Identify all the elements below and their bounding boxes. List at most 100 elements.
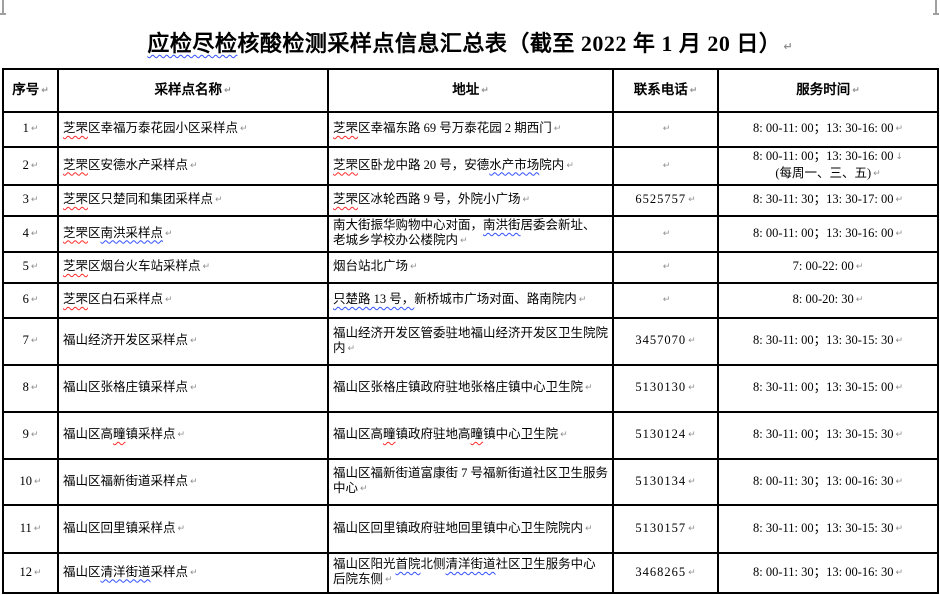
table-row: 4 ↵ 芝罘区南洪采样点 ↵ 南大街振华购物中心对面，南洪街居委会新址、老城乡学校办公楼… bbox=[2, 215, 939, 253]
paragraph-mark: ↵ bbox=[783, 40, 793, 53]
paragraph-mark: ↵ bbox=[30, 160, 39, 171]
cell-site-name: 福山区张格庄镇采样点 ↵ bbox=[57, 364, 329, 413]
cell-address: 福山经济开发区管委驻地福山经济开发区卫生院院内 ↵ bbox=[327, 317, 614, 366]
document-title: 应检尽检核酸检测采样点信息汇总表（截至 2022 年 1 月 20 日） ↵ bbox=[0, 26, 940, 58]
text-segment-blue-squiggle: 清洋街道 bbox=[100, 564, 151, 579]
line-break-mark: ↓ bbox=[895, 152, 904, 162]
text-boundary-corner-topleft bbox=[2, 0, 4, 14]
text-segment: 采样点 bbox=[150, 564, 189, 579]
cell-phone: 5130134 ↵ bbox=[612, 458, 719, 506]
paragraph-mark: ↵ bbox=[852, 85, 860, 96]
text-segment: 福山区阳光 bbox=[333, 557, 396, 571]
paragraph-mark: ↵ bbox=[190, 476, 198, 487]
cell-service-time: 8: 00-11: 30；13: 00-16: 30 ↵ bbox=[717, 458, 939, 506]
text-segment: 南大街振华购物中心对面， bbox=[333, 218, 484, 232]
paragraph-mark: ↵ bbox=[360, 484, 368, 494]
paragraph-mark: ↵ bbox=[202, 262, 211, 272]
paragraph-mark: ↵ bbox=[662, 295, 671, 305]
column-header-phone: 联系电话 ↵ bbox=[612, 68, 719, 113]
table-row: 6 ↵ 芝罘区白石采样点 ↵ 只楚路 13 号，新桥城市广场对面、路南院内 ↵ ↵ 8: 00… bbox=[2, 282, 939, 319]
paragraph-mark: ↵ bbox=[895, 228, 904, 239]
cell-site-name: 福山经济开发区采样点 ↵ bbox=[57, 317, 329, 366]
paragraph-mark: ↵ bbox=[522, 195, 531, 205]
paragraph-mark: ↵ bbox=[585, 383, 593, 393]
text-segment: 福山经济开发区管委驻地福山经济开发区卫生院院内 bbox=[333, 325, 609, 355]
paragraph-mark: ↵ bbox=[460, 236, 468, 246]
text-segment: 核酸检测采样点信息汇总表（截至 2022 年 1 月 20 日） bbox=[237, 31, 782, 56]
cell-site-name: 福山区高疃镇采样点 ↵ bbox=[57, 411, 329, 460]
paragraph-mark: ↵ bbox=[177, 523, 186, 534]
cell-service-time: 8: 00-11: 00；13: 30-16: 00 ↵ bbox=[717, 215, 939, 253]
cell-serial: 8 ↵ bbox=[2, 364, 59, 413]
cell-service-time: 8: 30-11: 00；13: 30-15: 30 ↵ bbox=[717, 411, 939, 460]
cell-service-time: 8: 30-11: 00；13: 30-15: 30 ↵ bbox=[717, 317, 939, 366]
paragraph-mark: ↵ bbox=[895, 124, 904, 134]
cell-site-name: 芝罘区南洪采样点 ↵ bbox=[57, 215, 329, 253]
cell-serial: 3 ↵ bbox=[2, 184, 59, 217]
cell-address: 芝罘区卧龙中路 20 号，安德水产市场院内 ↵ bbox=[327, 146, 614, 186]
text-segment: 区幸福万泰花园小区采样点 bbox=[88, 121, 239, 135]
paragraph-mark: ↵ bbox=[895, 567, 904, 578]
cell-site-name: 福山区回里镇采样点 ↵ bbox=[57, 504, 329, 554]
cell-service-time: 8: 30-11: 00；13: 30-15: 30 ↵ bbox=[717, 504, 939, 554]
text-segment: 镇政府驻地高 bbox=[395, 427, 471, 441]
table-row: 5 ↵ 芝罘区烟台火车站采样点 ↵ 烟台站北广场 ↵ ↵ 7: 00-22: 00 ↵ bbox=[2, 251, 939, 284]
paragraph-mark: ↵ bbox=[662, 124, 671, 134]
cell-serial: 7 ↵ bbox=[2, 317, 59, 366]
cell-phone: ↵ bbox=[612, 215, 719, 253]
paragraph-mark: ↵ bbox=[190, 383, 198, 393]
paragraph-mark: ↵ bbox=[41, 85, 49, 96]
paragraph-mark: ↵ bbox=[30, 336, 39, 346]
table-row: 7 ↵ 福山经济开发区采样点 ↵ 福山经济开发区管委驻地福山经济开发区卫生院院内 ↵ 345… bbox=[2, 317, 939, 366]
paragraph-mark: ↵ bbox=[688, 195, 696, 205]
cell-phone: 6525757 ↵ bbox=[612, 184, 719, 217]
text-segment-blue-squiggle: 首院 bbox=[395, 557, 421, 571]
paragraph-mark: ↵ bbox=[688, 567, 696, 578]
cell-address: 南大街振华购物中心对面，南洪街居委会新址、老城乡学校办公楼院内 ↵ bbox=[327, 215, 614, 253]
paragraph-mark: ↵ bbox=[895, 430, 904, 440]
text-segment-red-squiggle: 芝罘 bbox=[63, 157, 89, 172]
table-row: 10 ↵ 福山区福新街道采样点 ↵ 福山区福新街道富康街 7 号福新街道社区卫生服务中心… bbox=[2, 458, 939, 506]
table-row: 9 ↵ 福山区高疃镇采样点 ↵ 福山区高疃镇政府驻地高疃镇中心卫生院 ↵ 5130124 ↵ 8… bbox=[2, 411, 939, 460]
cell-site-name: 芝罘区幸福万泰花园小区采样点 ↵ bbox=[57, 111, 329, 148]
text-segment-red-squiggle: 芝罘 bbox=[333, 192, 359, 206]
text-segment: 福山经济开发区采样点 bbox=[63, 333, 189, 347]
cell-service-time: 8: 30-11: 30；13: 30-17: 00 ↵ bbox=[717, 184, 939, 217]
cell-phone: 3468265 ↵ bbox=[612, 552, 719, 594]
text-segment: 居委会新址、老城乡学校办公楼院内 bbox=[333, 218, 596, 247]
text-segment-red-squiggle: 疃 bbox=[383, 427, 396, 441]
paragraph-mark: ↵ bbox=[165, 295, 173, 305]
paragraph-mark: ↵ bbox=[190, 567, 198, 578]
text-segment: 福山区高 bbox=[63, 427, 114, 441]
paragraph-mark: ↵ bbox=[662, 262, 671, 272]
text-segment: 福山区 bbox=[63, 564, 101, 579]
paragraph-mark: ↵ bbox=[553, 124, 562, 134]
paragraph-mark: ↵ bbox=[177, 430, 186, 440]
text-segment: 区冰轮西路 9 号，外院小广场 bbox=[358, 192, 521, 206]
text-segment: 福山区回里镇政府驻地回里镇中心卫生院院内 bbox=[333, 520, 584, 535]
paragraph-mark: ↵ bbox=[688, 336, 696, 346]
cell-phone: 3457070 ↵ bbox=[612, 317, 719, 366]
cell-serial: 9 ↵ bbox=[2, 411, 59, 460]
text-segment-red-squiggle: 芝罘 bbox=[63, 292, 89, 306]
paragraph-mark: ↵ bbox=[895, 195, 904, 205]
text-segment: 院内 bbox=[539, 157, 565, 172]
paragraph-mark: ↵ bbox=[688, 383, 696, 393]
cell-service-time: 8: 00-11: 00；13: 30-16: 00 ↓ (每周一、三、五) ↵ bbox=[717, 146, 939, 186]
cell-phone: ↵ bbox=[612, 282, 719, 319]
cell-serial: 11 ↵ bbox=[2, 504, 59, 554]
table-row: 11 ↵ 福山区回里镇采样点 ↵ 福山区回里镇政府驻地回里镇中心卫生院院内 ↵ 513015… bbox=[2, 504, 939, 554]
paragraph-mark: ↵ bbox=[481, 85, 489, 96]
paragraph-mark: ↵ bbox=[578, 295, 587, 305]
text-segment: 区白石采样点 bbox=[88, 292, 164, 306]
paragraph-mark: ↵ bbox=[895, 336, 904, 346]
paragraph-mark: ↵ bbox=[855, 295, 864, 305]
cell-serial: 2 ↵ bbox=[2, 146, 59, 186]
text-segment: 北侧 bbox=[420, 557, 446, 571]
text-segment-red-squiggle: 芝罘 bbox=[63, 192, 89, 206]
cell-address: 芝罘区冰轮西路 9 号，外院小广场 ↵ bbox=[327, 184, 614, 217]
text-segment: 福山区张格庄镇政府驻地张格庄镇中心卫生院 bbox=[333, 380, 584, 394]
paragraph-mark: ↵ bbox=[585, 523, 593, 534]
text-segment-blue-squiggle: 南洪采样点 bbox=[100, 225, 164, 240]
text-segment: 镇采样点 bbox=[125, 427, 176, 441]
